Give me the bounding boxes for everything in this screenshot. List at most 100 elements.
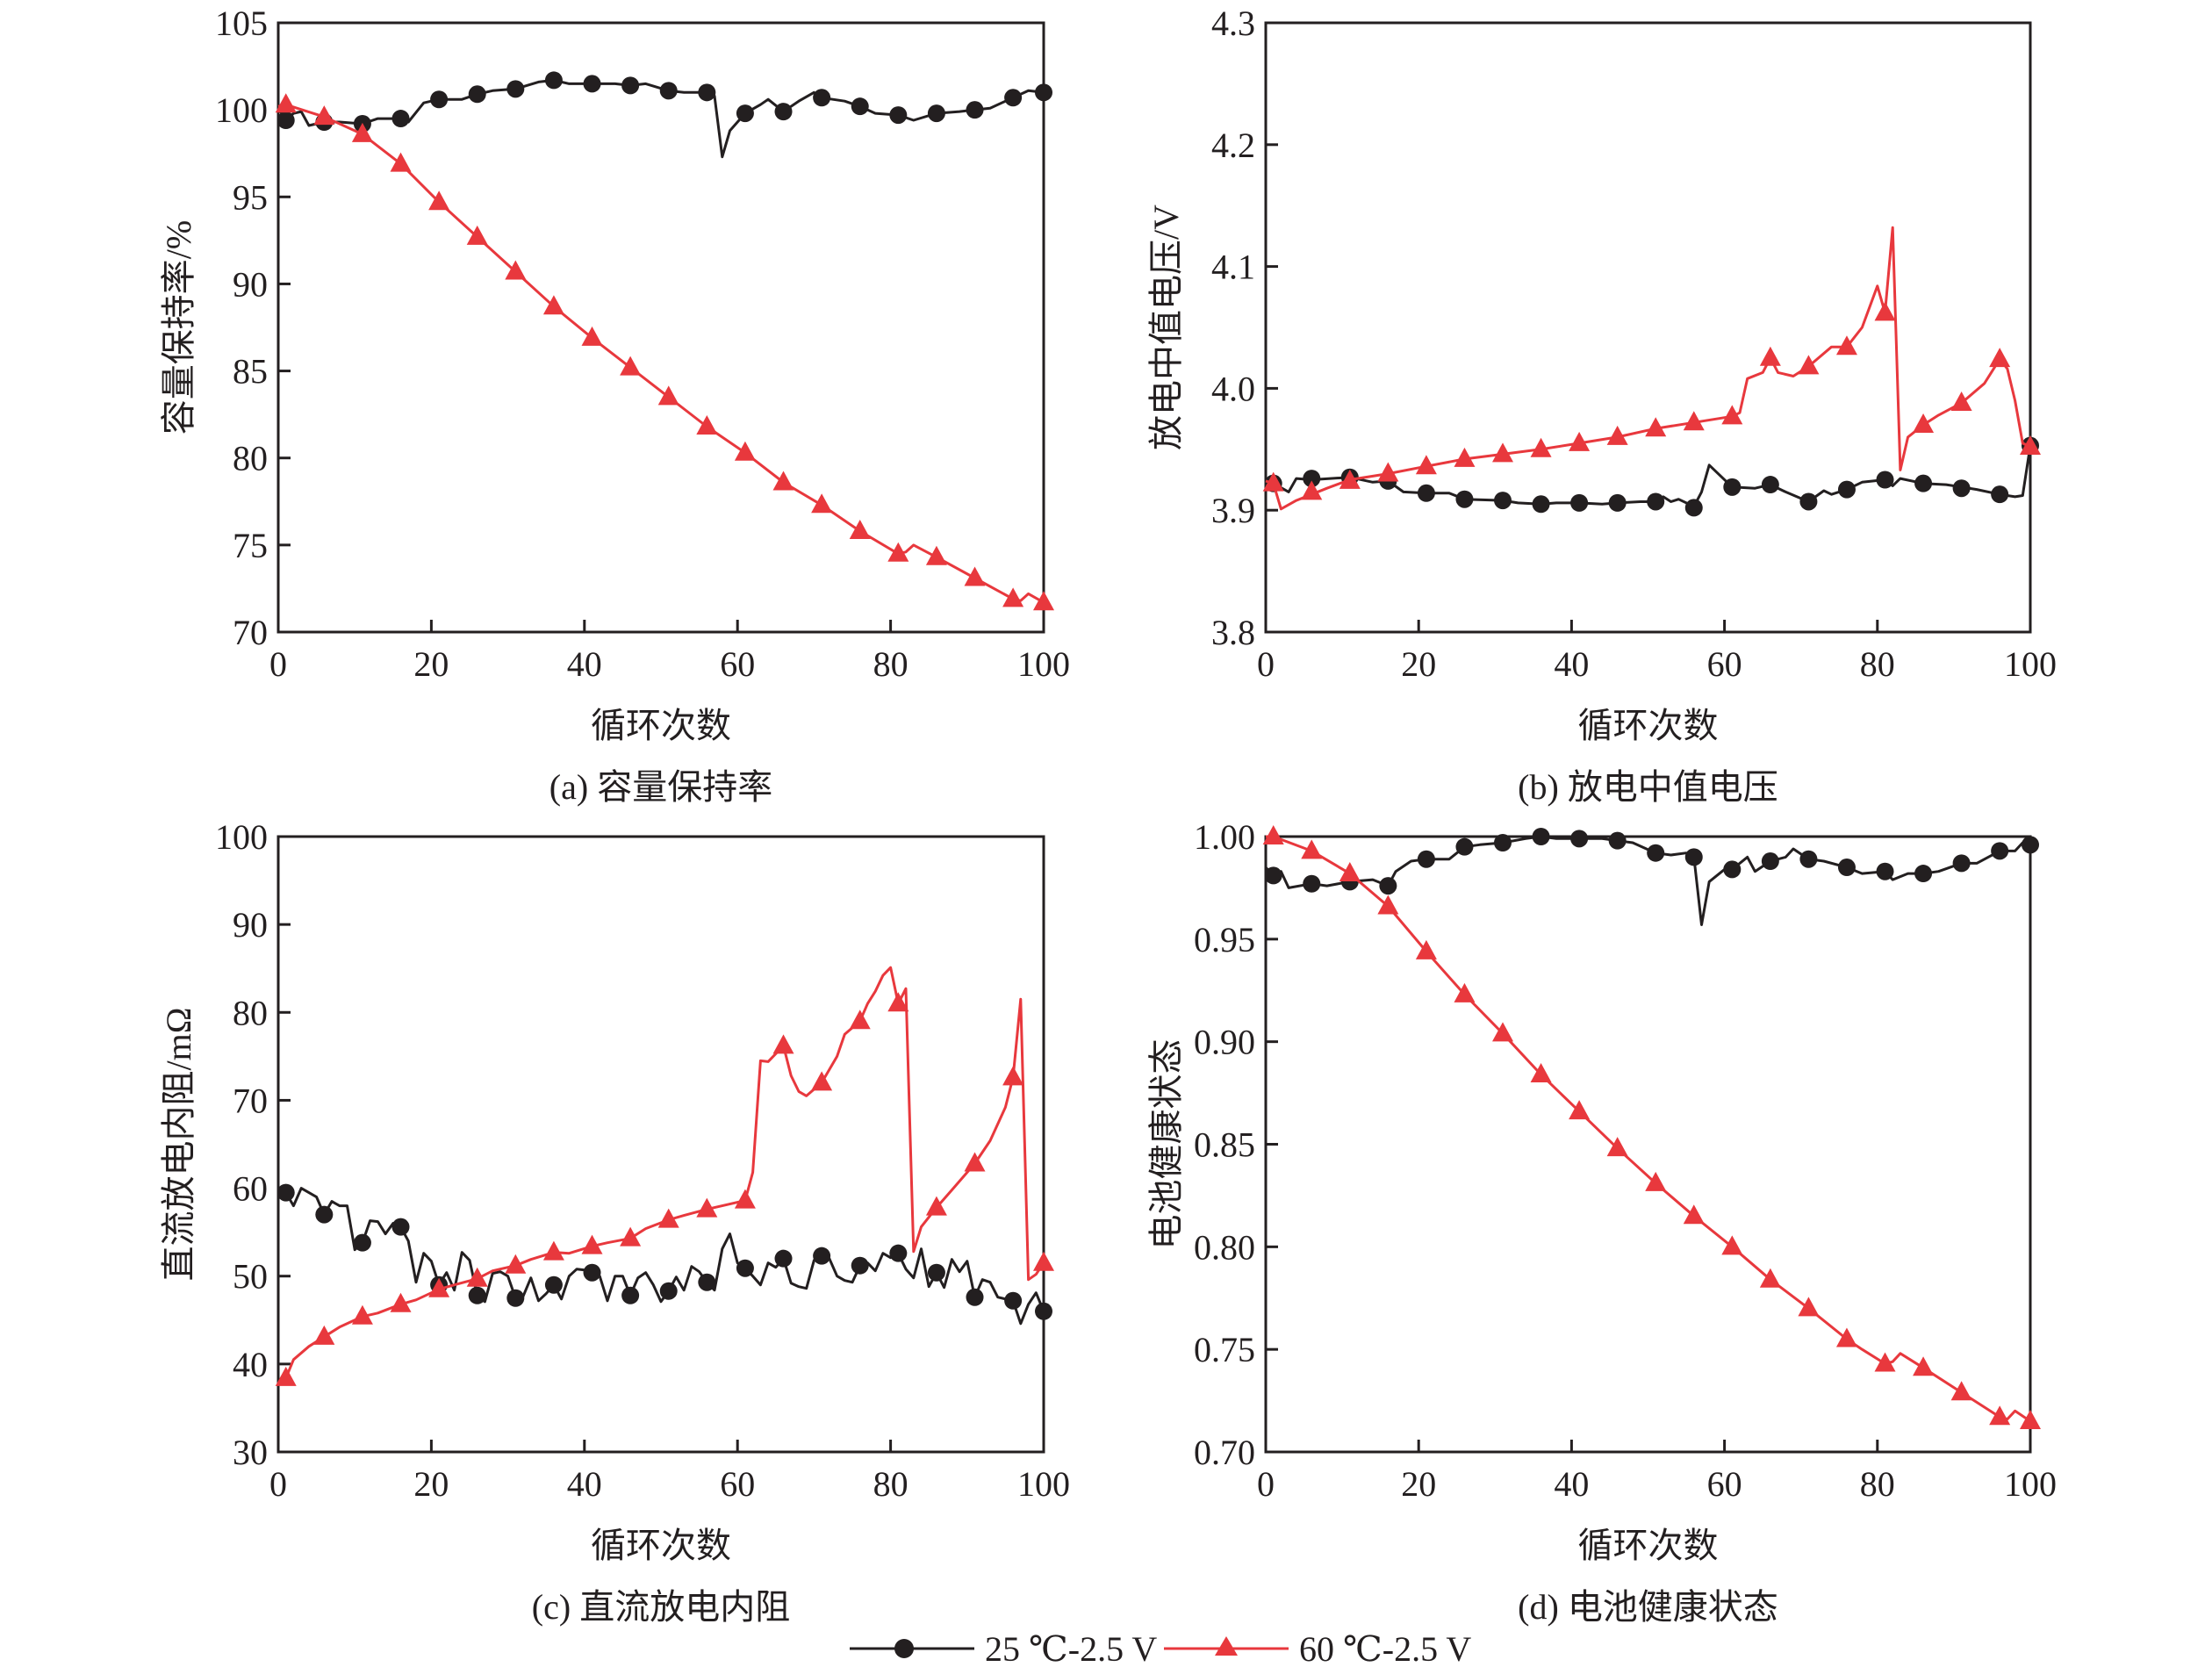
data-point-triangle	[1721, 1235, 1743, 1255]
data-point-circle	[430, 90, 449, 109]
y-tick-label: 90	[233, 264, 268, 304]
data-point-triangle	[1377, 895, 1399, 915]
data-point-triangle	[428, 190, 450, 211]
data-point-circle	[506, 80, 525, 98]
data-point-triangle	[1415, 455, 1437, 475]
x-tick-label: 60	[720, 1464, 755, 1504]
data-point-circle	[659, 1282, 678, 1300]
data-point-triangle	[1645, 1171, 1667, 1191]
data-point-triangle	[1606, 1137, 1628, 1157]
data-point-circle	[1799, 492, 1818, 511]
data-point-circle	[1647, 492, 1665, 511]
data-point-triangle	[1721, 405, 1743, 425]
x-tick-label: 20	[413, 1464, 449, 1504]
x-axis-label: 循环次数	[1578, 706, 1719, 745]
x-tick-label: 80	[1860, 644, 1895, 684]
legend-marker-circle-icon	[894, 1639, 914, 1658]
data-point-triangle	[1798, 355, 1820, 375]
data-point-triangle	[1301, 839, 1323, 859]
data-point-circle	[544, 71, 563, 90]
y-tick-label: 40	[233, 1345, 268, 1384]
data-point-circle	[1035, 1302, 1052, 1320]
data-point-circle	[1417, 850, 1435, 868]
y-tick-label: 100	[215, 90, 268, 130]
data-point-triangle	[581, 1234, 603, 1254]
y-tick-label: 50	[233, 1257, 268, 1297]
data-point-circle	[927, 104, 945, 123]
data-point-circle	[1799, 850, 1818, 868]
legend-label-60c: 60 ℃-2.5 V	[1299, 1629, 1471, 1667]
x-tick-label: 40	[567, 644, 602, 684]
data-point-triangle	[466, 1267, 488, 1287]
legend: 25 ℃-2.5 V 60 ℃-2.5 V	[850, 1629, 1471, 1667]
data-point-circle	[927, 1263, 945, 1282]
y-tick-label: 0.90	[1194, 1023, 1255, 1062]
y-tick-label: 0.75	[1194, 1330, 1255, 1369]
data-point-circle	[1608, 493, 1627, 512]
data-point-circle	[774, 103, 793, 121]
y-tick-label: 70	[233, 1081, 268, 1120]
data-point-circle	[468, 85, 486, 104]
series-line	[277, 103, 1045, 604]
data-point-triangle	[925, 1196, 947, 1216]
x-tick-label: 100	[1017, 1464, 1070, 1504]
legend-item-60c: 60 ℃-2.5 V	[1164, 1629, 1471, 1667]
data-point-circle	[1570, 493, 1589, 512]
data-point-circle	[1532, 828, 1550, 845]
data-point-triangle	[1759, 346, 1781, 366]
data-point-triangle	[696, 1197, 718, 1218]
data-point-triangle	[505, 260, 527, 280]
y-tick-label: 80	[233, 993, 268, 1032]
data-point-triangle	[542, 295, 564, 315]
data-point-circle	[1004, 89, 1023, 107]
data-point-triangle	[772, 1034, 794, 1054]
data-point-circle	[1004, 1291, 1023, 1310]
series-60c	[275, 966, 1054, 1386]
data-point-circle	[1303, 470, 1321, 488]
panel-caption: (b) 放电中值电压	[1518, 767, 1778, 807]
x-tick-label: 0	[269, 1464, 287, 1504]
data-point-triangle	[964, 566, 986, 586]
data-point-circle	[1379, 877, 1397, 895]
data-point-circle	[1761, 476, 1779, 494]
data-point-triangle	[1033, 591, 1054, 611]
data-point-triangle	[849, 519, 871, 539]
data-point-triangle	[1377, 462, 1399, 482]
series-25c	[276, 1183, 1052, 1326]
data-point-triangle	[1683, 1204, 1705, 1225]
data-point-triangle	[1913, 1356, 1935, 1376]
data-point-triangle	[772, 471, 794, 491]
series-line	[277, 966, 1045, 1385]
data-point-circle	[1608, 831, 1627, 850]
series-25c	[276, 71, 1052, 159]
data-point-triangle	[964, 1152, 986, 1172]
x-axis-label: 循环次数	[1578, 1526, 1719, 1565]
panel-b-median-discharge-voltage: 0 20 40 60 80 100 3.8 3.9 4.0 4.1 4.2 4.3 循环次数 (b) 放电…	[1146, 4, 2057, 807]
data-point-circle	[1723, 478, 1742, 496]
panel-caption: (c) 直流放电内阻	[532, 1587, 790, 1627]
data-point-circle	[1952, 479, 1971, 498]
data-point-circle	[1035, 83, 1052, 102]
data-point-circle	[1455, 837, 1474, 856]
series-60c	[275, 93, 1054, 611]
plot-frame	[1264, 835, 2032, 1454]
data-point-triangle	[1569, 431, 1591, 451]
data-point-circle	[276, 1183, 295, 1202]
series-line	[1266, 835, 2031, 1423]
data-point-circle	[889, 106, 908, 125]
data-point-triangle	[1606, 425, 1628, 445]
data-point-triangle	[1835, 335, 1857, 356]
data-point-triangle	[542, 1240, 564, 1261]
data-point-circle	[583, 1263, 601, 1282]
data-point-circle	[583, 75, 601, 93]
data-point-triangle	[313, 105, 335, 126]
panel-c-dc-discharge-resistance: 0 20 40 60 80 100 30 40 50 60 70 80 90 100 循环次数 (c) 直流放…	[159, 817, 1070, 1627]
data-point-triangle	[1645, 417, 1667, 437]
data-point-circle	[1532, 495, 1550, 514]
data-point-circle	[736, 104, 754, 123]
data-point-circle	[276, 111, 295, 130]
data-point-circle	[391, 110, 410, 128]
data-point-triangle	[581, 326, 603, 346]
data-point-circle	[1837, 859, 1856, 877]
